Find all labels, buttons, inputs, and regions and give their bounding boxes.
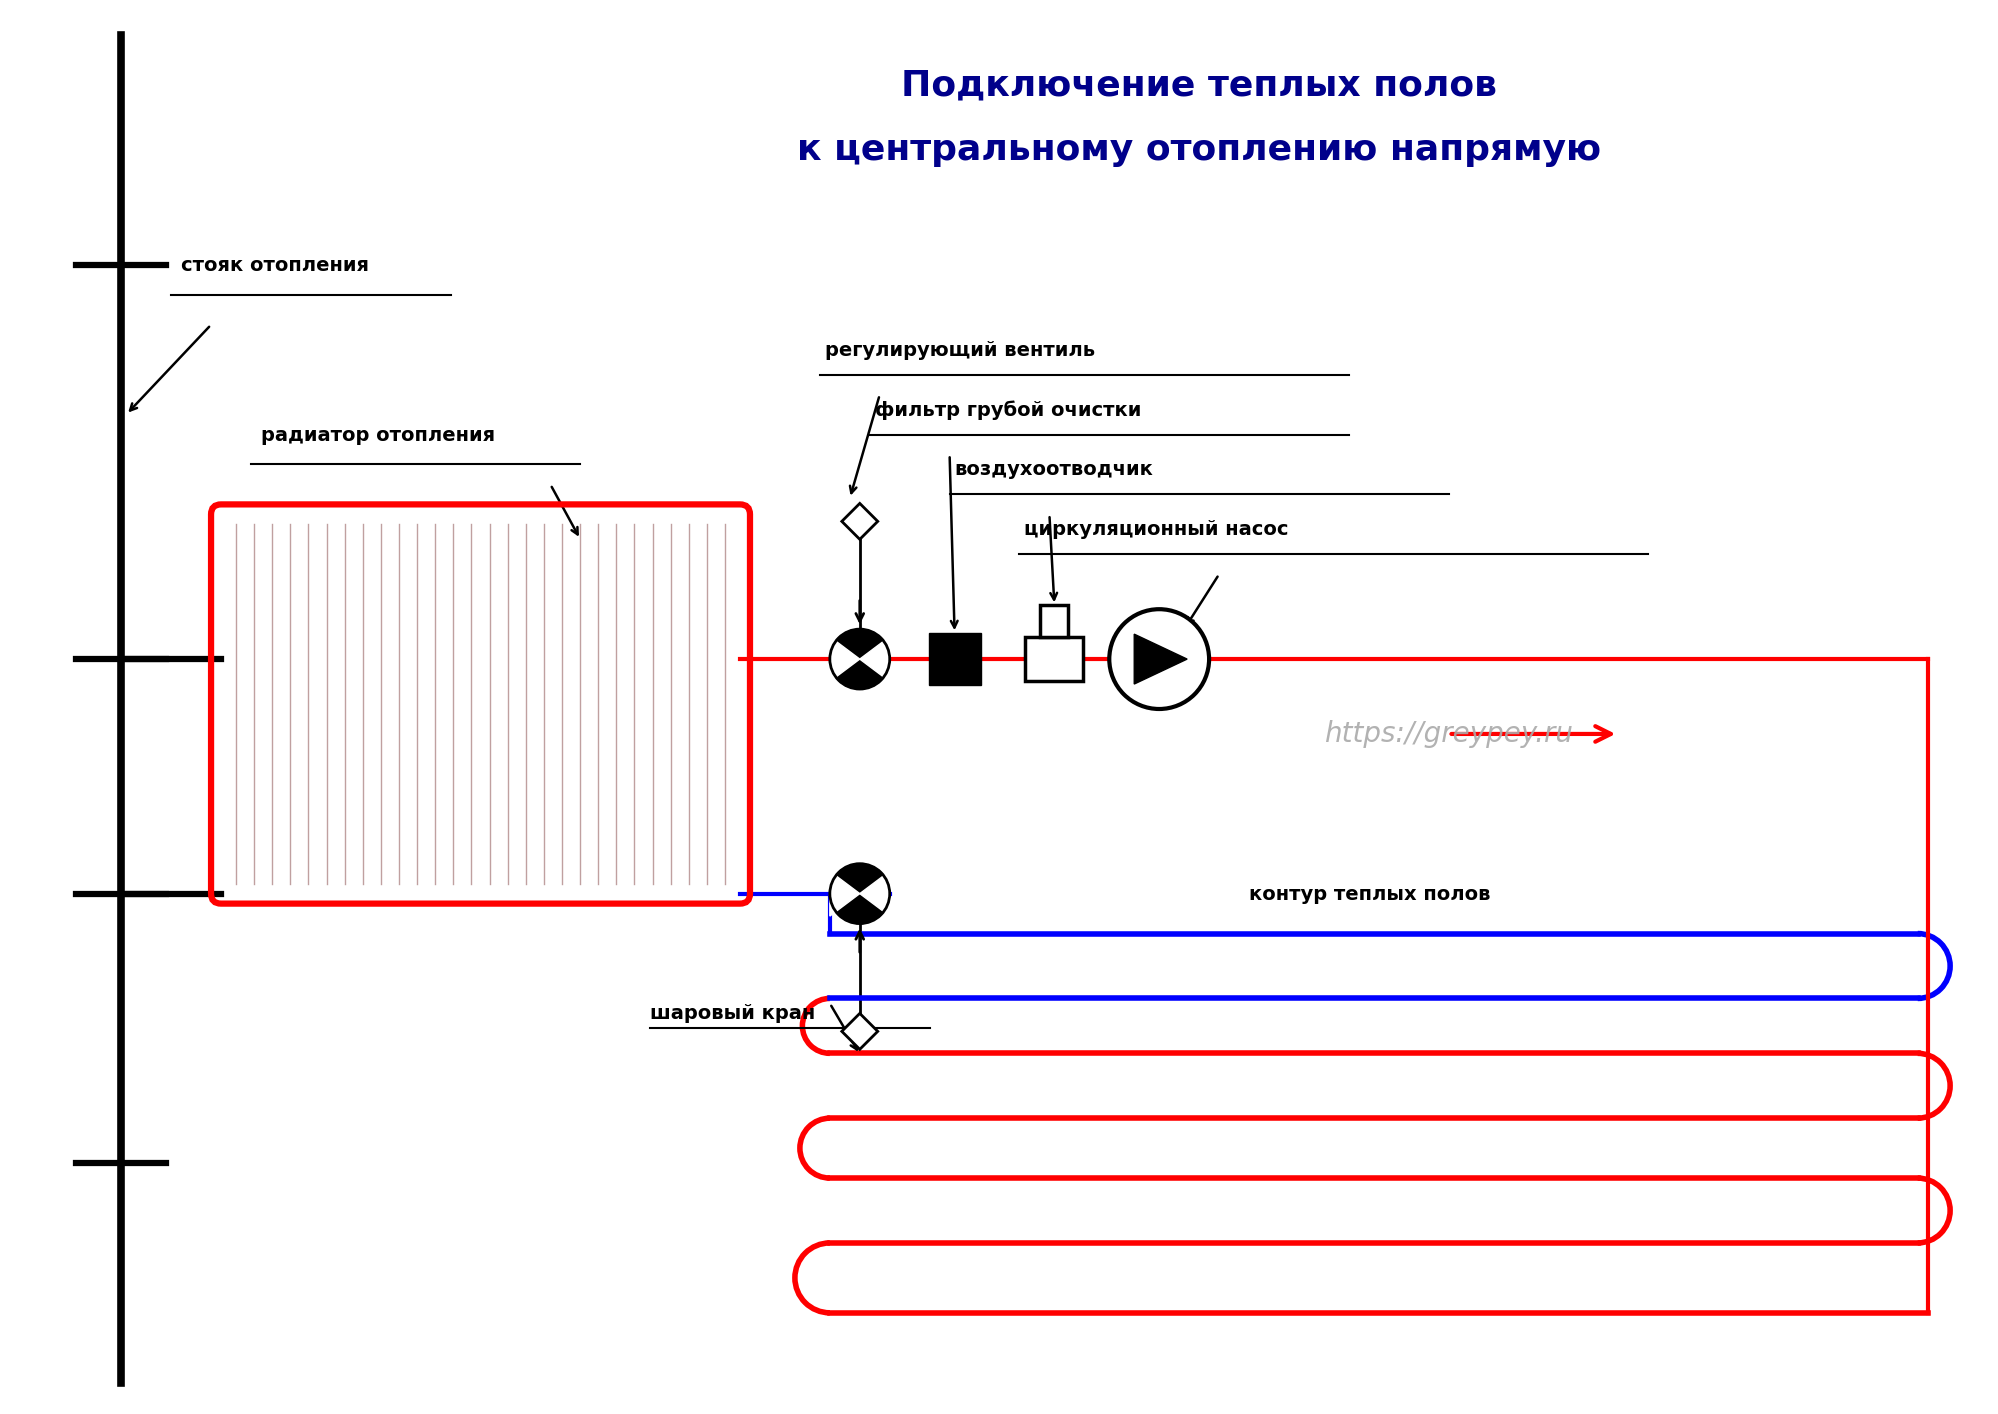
Text: шаровый кран: шаровый кран <box>649 1004 815 1024</box>
FancyBboxPatch shape <box>212 505 749 904</box>
Text: стояк отопления: стояк отопления <box>182 256 370 274</box>
Polygon shape <box>829 871 859 916</box>
Text: фильтр грубой очистки: фильтр грубой очистки <box>875 400 1141 420</box>
Polygon shape <box>841 1014 877 1049</box>
Bar <box>929 633 981 684</box>
Polygon shape <box>841 503 877 539</box>
Circle shape <box>829 629 889 689</box>
Bar <box>1039 605 1067 638</box>
Polygon shape <box>829 636 859 682</box>
Text: радиатор отопления: радиатор отопления <box>262 426 496 444</box>
Bar <box>1025 638 1083 682</box>
Circle shape <box>829 864 889 923</box>
Text: регулирующий вентиль: регулирующий вентиль <box>825 341 1095 359</box>
Circle shape <box>1109 609 1209 708</box>
Text: воздухоотводчик: воздухоотводчик <box>955 461 1153 479</box>
Text: https://greypey.ru: https://greypey.ru <box>1323 720 1572 748</box>
Text: циркуляционный насос: циркуляционный насос <box>1023 520 1289 539</box>
Text: Подключение теплых полов: Подключение теплых полов <box>901 68 1497 102</box>
Polygon shape <box>859 871 889 916</box>
Text: к центральному отоплению напрямую: к центральному отоплению напрямую <box>797 133 1600 167</box>
Polygon shape <box>859 636 889 682</box>
Text: контур теплых полов: контур теплых полов <box>1249 885 1491 904</box>
Polygon shape <box>1133 633 1187 684</box>
